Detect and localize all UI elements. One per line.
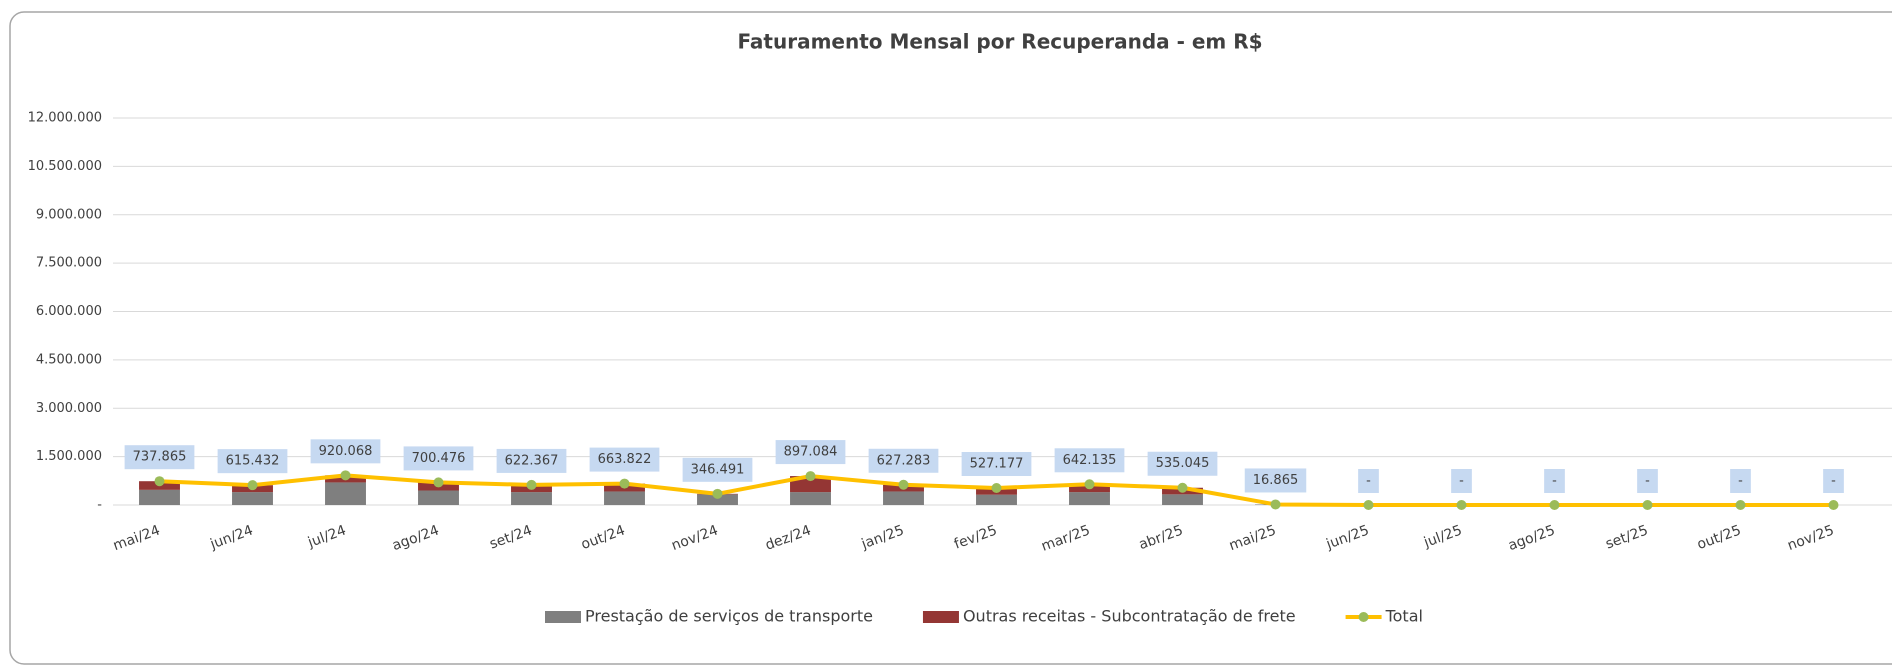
data-label-box [124, 445, 195, 470]
data-label-box [868, 448, 939, 473]
total-marker [154, 476, 165, 487]
data-label-box [310, 439, 381, 464]
data-label: - [1831, 474, 1836, 489]
total-marker [1084, 479, 1095, 490]
bar-segment [697, 494, 738, 505]
data-label-box [682, 457, 753, 482]
bar-segment [790, 476, 831, 493]
data-label-box [961, 451, 1032, 476]
chart-frame [9, 11, 1892, 665]
total-marker [991, 482, 1002, 493]
bar-segment [1069, 492, 1110, 505]
data-label: - [1645, 474, 1650, 489]
legend-item: Prestação de serviços de transporte [545, 607, 873, 626]
total-marker [712, 488, 723, 499]
data-label: 663.822 [598, 452, 652, 467]
total-marker [1549, 500, 1560, 510]
data-label: 346.491 [691, 462, 745, 477]
total-marker [1642, 500, 1653, 510]
bar-segment [511, 492, 552, 505]
data-label-box [1147, 451, 1218, 476]
total-marker [619, 478, 630, 489]
data-label: 920.068 [319, 444, 373, 459]
total-marker [340, 470, 351, 481]
data-label-box [1244, 468, 1307, 493]
total-marker [1456, 500, 1467, 510]
y-tick-label: 6.000.000 [36, 304, 102, 319]
total-marker [1363, 500, 1374, 510]
data-label-box [1358, 469, 1379, 493]
data-label: 627.283 [877, 453, 931, 468]
data-label-box [496, 448, 567, 473]
data-label: - [1366, 474, 1371, 489]
data-label-box [403, 446, 474, 471]
data-label: 535.045 [1156, 456, 1210, 471]
data-label: - [1552, 474, 1557, 489]
data-label-box [217, 449, 288, 474]
legend-swatch [922, 611, 959, 623]
legend-label: Total [1385, 607, 1423, 626]
bar-segment [1162, 494, 1203, 505]
bar-segment [418, 490, 459, 505]
bar-segment [139, 489, 180, 505]
total-marker [1177, 482, 1188, 493]
data-label: - [1738, 474, 1743, 489]
total-marker [526, 479, 537, 490]
data-label: 615.432 [226, 454, 280, 469]
data-label: 737.865 [133, 450, 187, 465]
legend-item: Total [1345, 607, 1423, 626]
y-tick-label: 1.500.000 [36, 449, 102, 464]
bar-segment [883, 491, 924, 505]
bar-segment [232, 492, 273, 505]
bar-segment [604, 491, 645, 505]
total-marker [898, 479, 909, 490]
total-marker [433, 477, 444, 488]
legend-marker [1358, 612, 1369, 622]
data-label: 642.135 [1063, 453, 1117, 468]
data-label: 527.177 [970, 456, 1024, 471]
y-tick-label: - [97, 498, 102, 513]
chart-title: Faturamento Mensal por Recuperanda - em … [737, 30, 1262, 54]
data-label: 897.084 [784, 445, 838, 460]
data-label-box [1637, 469, 1658, 493]
total-marker [247, 480, 258, 491]
data-label: 622.367 [505, 453, 559, 468]
legend-label: Prestação de serviços de transporte [585, 607, 873, 626]
data-label-box [1730, 469, 1751, 493]
total-marker [805, 471, 816, 482]
data-label-box [589, 447, 660, 472]
data-label: 16.865 [1253, 473, 1299, 488]
data-label-box [1451, 469, 1472, 493]
data-label-box [775, 440, 846, 465]
y-tick-label: 7.500.000 [36, 256, 102, 271]
y-tick-label: 10.500.000 [28, 159, 102, 174]
data-label-box [1823, 469, 1844, 493]
bar-segment [325, 482, 366, 505]
bar-segment [790, 492, 831, 505]
y-tick-label: 4.500.000 [36, 352, 102, 367]
bar-segment [976, 494, 1017, 505]
y-tick-label: 9.000.000 [36, 207, 102, 222]
data-label-box [1544, 469, 1565, 493]
y-tick-label: 12.000.000 [28, 111, 102, 126]
legend-swatch [545, 611, 581, 623]
y-tick-label: 3.000.000 [36, 401, 102, 416]
total-marker [1735, 500, 1746, 510]
legend-label: Outras receitas - Subcontratação de fret… [963, 607, 1296, 626]
data-label: - [1459, 474, 1464, 489]
data-label-box [1054, 448, 1125, 473]
total-marker [1270, 499, 1281, 510]
total-marker [1828, 500, 1839, 510]
legend-item: Outras receitas - Subcontratação de fret… [922, 607, 1296, 626]
data-label: 700.476 [412, 451, 466, 466]
